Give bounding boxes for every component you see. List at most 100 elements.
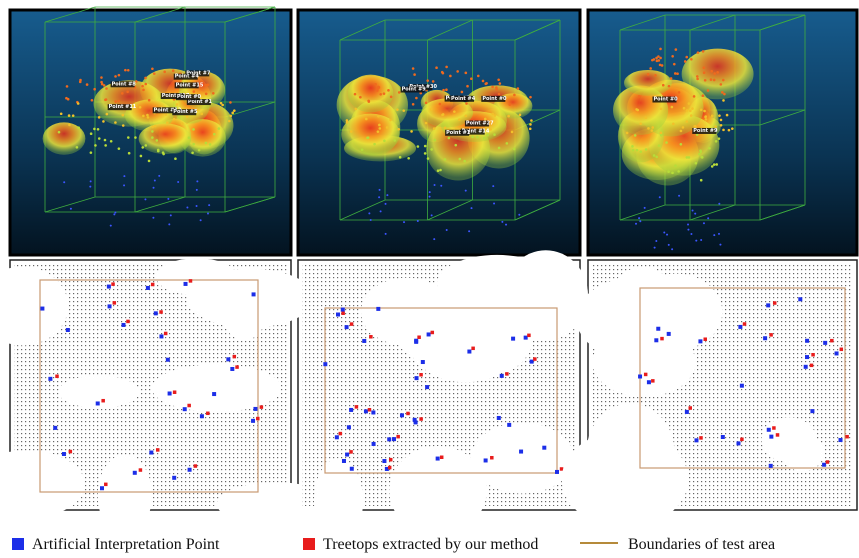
canopy-point xyxy=(655,156,658,159)
canopy-point xyxy=(124,69,127,72)
interpretation-point xyxy=(226,357,230,361)
point-label: Point #27 xyxy=(466,121,494,127)
canopy-point xyxy=(441,71,444,74)
ground-point xyxy=(429,196,431,198)
canopy-point xyxy=(153,72,156,75)
ground-point xyxy=(692,209,694,211)
canopy-point xyxy=(448,137,451,140)
treetop xyxy=(139,468,143,472)
canopy-point xyxy=(114,100,117,103)
canopy-point xyxy=(118,147,121,150)
canopy-point xyxy=(491,86,494,89)
treetop xyxy=(111,282,115,286)
canopy-point xyxy=(141,146,144,149)
ground-point xyxy=(690,233,692,235)
treetop xyxy=(233,355,237,359)
canopy-point xyxy=(377,130,380,133)
canopy-point xyxy=(653,58,656,61)
canopy-point xyxy=(156,139,159,142)
treetop xyxy=(388,466,392,470)
canopy-point xyxy=(441,114,444,117)
treetop xyxy=(396,435,400,439)
canopy-point xyxy=(373,143,376,146)
ground-point xyxy=(663,232,665,234)
canopy-point xyxy=(507,115,510,118)
canopy-point xyxy=(386,126,389,129)
canopy-point xyxy=(667,170,670,173)
canopy-point xyxy=(163,70,166,73)
canopy-point xyxy=(402,109,405,112)
canopy-point xyxy=(377,115,380,118)
ground-point xyxy=(695,240,697,242)
interpretation-point xyxy=(400,413,404,417)
canopy-point xyxy=(368,100,371,103)
ground-point xyxy=(167,198,169,200)
canopy-point xyxy=(77,102,80,105)
canopy-point xyxy=(453,110,456,113)
interpretation-point xyxy=(530,360,534,364)
canopy-point xyxy=(154,125,157,128)
interpretation-point xyxy=(251,419,255,423)
canopy-point xyxy=(680,130,683,133)
legend-label: Artificial Interpretation Point xyxy=(32,536,220,553)
canopy-point xyxy=(639,122,642,125)
canopy-point xyxy=(647,127,650,130)
canopy-point xyxy=(68,124,71,127)
canopy-point xyxy=(702,50,705,53)
canopy-point xyxy=(711,165,714,168)
canopy-point xyxy=(680,143,683,146)
canopy-point xyxy=(659,64,662,67)
canopy-point xyxy=(483,137,486,140)
interpretation-point xyxy=(736,441,740,445)
ground-point xyxy=(718,203,720,205)
gap xyxy=(405,285,526,382)
legend-label: Boundaries of test area xyxy=(628,536,775,553)
canopy-point xyxy=(60,112,63,115)
canopy-point xyxy=(166,121,169,124)
canopy-point xyxy=(122,124,125,127)
interpretation-point xyxy=(230,367,234,371)
interpretation-point xyxy=(133,471,137,475)
treetop xyxy=(349,450,353,454)
canopy-point xyxy=(228,120,231,123)
canopy-point xyxy=(690,58,693,61)
interpretation-point xyxy=(376,307,380,311)
canopy-point xyxy=(229,101,232,104)
canopy-point xyxy=(668,85,671,88)
canopy-point xyxy=(220,102,223,105)
treetop xyxy=(773,301,777,305)
canopy-point xyxy=(104,144,107,147)
ground-point xyxy=(707,217,709,219)
canopy-point xyxy=(722,79,725,82)
canopy-point xyxy=(433,139,436,142)
interpretation-point xyxy=(166,358,170,362)
canopy-point xyxy=(731,127,734,130)
canopy-point xyxy=(444,126,447,129)
canopy-point xyxy=(435,66,438,69)
ground-point xyxy=(687,229,689,231)
treetop xyxy=(699,436,703,440)
interpretation-point xyxy=(823,341,827,345)
canopy-point xyxy=(188,136,191,139)
canopy-point xyxy=(659,48,662,51)
canopy-point xyxy=(458,118,461,121)
legend-swatch xyxy=(303,538,315,550)
canopy-point xyxy=(114,75,117,78)
canopy-point xyxy=(699,151,702,154)
canopy-point xyxy=(529,127,532,130)
canopy-point xyxy=(684,60,687,63)
canopy-point xyxy=(465,115,468,118)
canopy-point xyxy=(513,148,516,151)
canopy-point xyxy=(151,67,154,70)
interpretation-point xyxy=(810,409,814,413)
ground-point xyxy=(196,189,198,191)
interpretation-point xyxy=(667,332,671,336)
canopy-point xyxy=(722,129,725,132)
interpretation-point xyxy=(415,376,419,380)
canopy-point xyxy=(140,155,143,158)
canopy-point xyxy=(126,90,129,93)
canopy-point xyxy=(117,100,120,103)
interpretation-point xyxy=(414,340,418,344)
interpretation-point xyxy=(345,325,349,329)
treetop xyxy=(260,405,264,409)
